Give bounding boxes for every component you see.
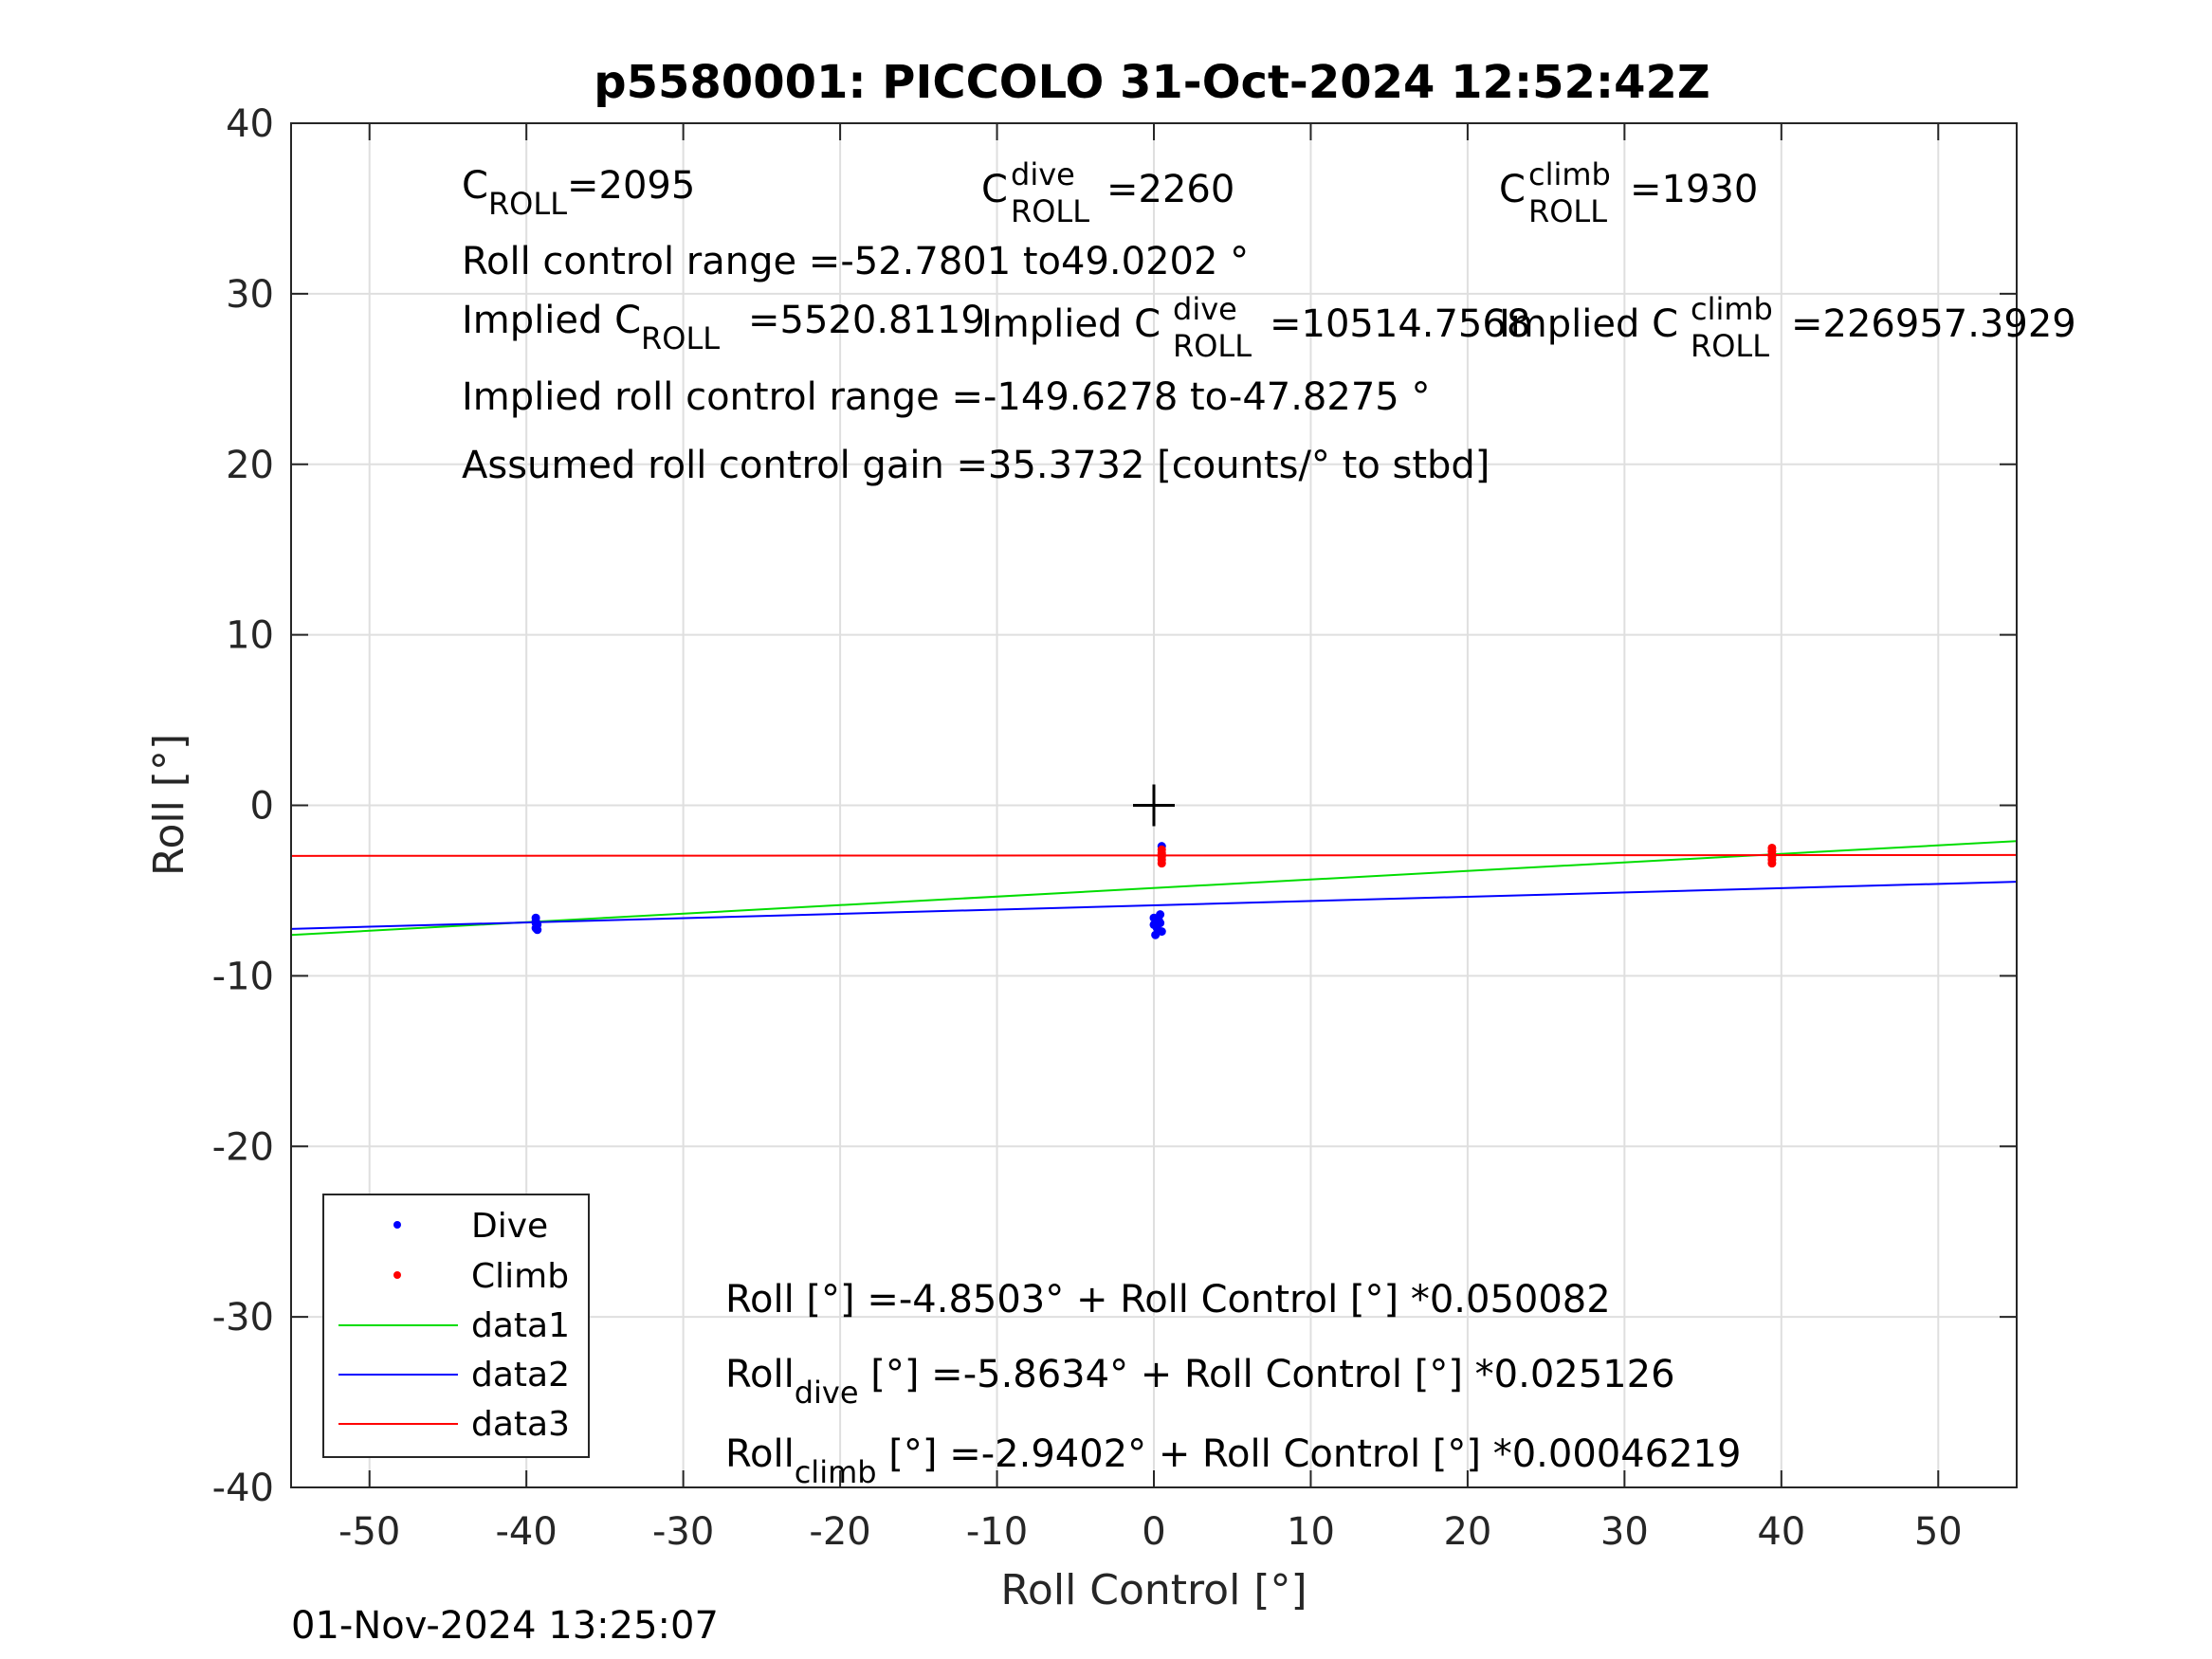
implied-c-roll-climb-sub: ROLL xyxy=(1691,328,1769,364)
y-tick-label: 0 xyxy=(250,785,274,829)
fit-lines xyxy=(290,840,2018,937)
x-tick-label: 20 xyxy=(1443,1510,1491,1554)
y-tick-labels: 40 30 20 10 0 -10 -20 -30 -40 xyxy=(212,102,274,1510)
data-point-climb xyxy=(1767,859,1777,868)
fit-line-data1 xyxy=(290,840,2018,937)
x-tick-labels: -50 -40 -30 -20 -10 0 10 20 30 40 50 xyxy=(338,1510,1963,1554)
implied-c-roll-dive-sup: dive xyxy=(1173,291,1237,327)
x-tick-label: -20 xyxy=(809,1510,870,1554)
data-point-dive xyxy=(1157,927,1166,937)
y-axis-label: Roll [°] xyxy=(145,734,193,876)
y-tick-label: -30 xyxy=(212,1296,274,1340)
data-point-dive xyxy=(1151,930,1161,939)
timestamp: 01-Nov-2024 13:25:07 xyxy=(291,1604,719,1648)
y-tick-label: 30 xyxy=(226,273,274,317)
c-roll-climb-sub: ROLL xyxy=(1528,193,1607,229)
x-tick-label: -30 xyxy=(652,1510,714,1554)
legend-marker-dive xyxy=(393,1221,401,1229)
x-tick-label: 0 xyxy=(1142,1510,1165,1554)
c-roll-dive-annotation: C xyxy=(981,168,1008,211)
x-tick-label: -50 xyxy=(338,1510,400,1554)
y-tick-label: 10 xyxy=(226,614,274,658)
implied-c-roll-dive-sub: ROLL xyxy=(1173,328,1252,364)
y-tick-label: -20 xyxy=(212,1125,274,1169)
fit-equation-climb: Rollclimb [°] =-2.9402° + Roll Control [… xyxy=(725,1432,1741,1490)
c-roll-climb-sup: climb xyxy=(1528,156,1611,192)
legend-label-data1: data1 xyxy=(471,1306,570,1345)
data-point-climb xyxy=(1157,859,1166,868)
y-tick-label: -10 xyxy=(212,955,274,998)
c-roll-annotation: CROLL=2095 xyxy=(462,164,695,222)
x-axis-label: Roll Control [°] xyxy=(1000,1566,1307,1614)
legend-label-climb: Climb xyxy=(471,1257,569,1296)
fit-line-data2 xyxy=(290,881,2018,930)
implied-c-roll-dive: Implied C xyxy=(981,302,1161,346)
annotations: CROLL=2095 C dive ROLL =2260 C climb ROL… xyxy=(462,156,2076,1490)
implied-c-roll-dive-value: =10514.7568 xyxy=(1270,302,1530,346)
implied-c-roll-climb-value: =226957.3929 xyxy=(1791,302,2076,346)
legend-marker-climb xyxy=(393,1271,401,1279)
data-point-dive xyxy=(533,925,542,935)
y-tick-label: 20 xyxy=(226,444,274,487)
legend-label-data2: data2 xyxy=(471,1356,570,1395)
legend-label-data3: data3 xyxy=(471,1405,570,1444)
fit-equation-all: Roll [°] =-4.8503° + Roll Control [°] *0… xyxy=(725,1278,1611,1322)
x-tick-label: 50 xyxy=(1914,1510,1963,1554)
roll-control-range: Roll control range =-52.7801 to49.0202 ° xyxy=(462,240,1249,283)
x-tick-label: 40 xyxy=(1757,1510,1805,1554)
implied-c-roll-value: =5520.8119 xyxy=(748,299,985,342)
y-tick-label: -40 xyxy=(212,1467,274,1510)
implied-c-roll-climb-sup: climb xyxy=(1691,291,1773,327)
x-tick-label: 10 xyxy=(1287,1510,1335,1554)
implied-c-roll: Implied CROLL xyxy=(462,299,720,356)
c-roll-climb-value: =1930 xyxy=(1630,168,1758,211)
implied-roll-control-range: Implied roll control range =-149.6278 to… xyxy=(462,375,1430,419)
c-roll-dive-sup: dive xyxy=(1011,156,1075,192)
y-tick-label: 40 xyxy=(226,102,274,146)
legend: Dive Climb data1 data2 data3 xyxy=(322,1194,590,1458)
origin-marker xyxy=(1133,784,1175,827)
tick-marks xyxy=(291,122,2017,1488)
legend-label-dive: Dive xyxy=(471,1207,548,1246)
implied-c-roll-climb: Implied C xyxy=(1499,302,1678,346)
assumed-roll-control-gain: Assumed roll control gain =35.3732 [coun… xyxy=(462,444,1490,487)
fit-equation-dive: Rolldive [°] =-5.8634° + Roll Control [°… xyxy=(725,1353,1675,1411)
x-tick-label: -10 xyxy=(966,1510,1028,1554)
c-roll-dive-sub: ROLL xyxy=(1011,193,1089,229)
c-roll-climb-annotation: C xyxy=(1499,168,1526,211)
x-tick-label: -40 xyxy=(496,1510,558,1554)
chart-title: p5580001: PICCOLO 31-Oct-2024 12:52:42Z xyxy=(594,56,1709,109)
fit-line-data3 xyxy=(290,853,2018,857)
c-roll-dive-value: =2260 xyxy=(1106,168,1234,211)
x-tick-label: 30 xyxy=(1600,1510,1649,1554)
data-point-dive xyxy=(1156,910,1165,920)
data-points xyxy=(531,842,1777,939)
